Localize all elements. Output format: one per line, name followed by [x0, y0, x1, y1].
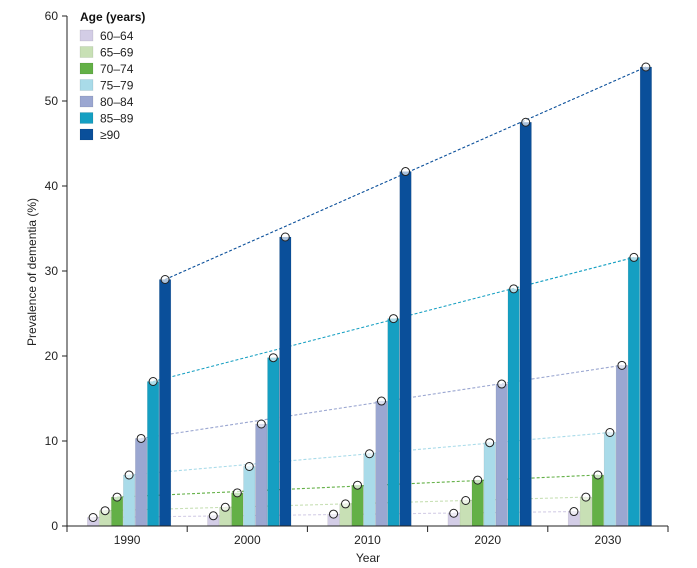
bar-1990-6: [147, 381, 160, 527]
y-tick-label-0: 0: [51, 519, 58, 533]
marker-2010-5: [377, 396, 386, 406]
bar-2020-4: [483, 442, 496, 527]
bar-2010-5: [375, 400, 388, 527]
legend-swatch-5: [79, 95, 94, 108]
legend-label-7: ≥90: [100, 128, 120, 142]
y-tick-label-40: 40: [45, 179, 59, 193]
bar-2030-5: [615, 365, 628, 527]
bar-2000-6: [267, 357, 280, 527]
legend-swatch-3: [79, 62, 94, 75]
trend-line-5: [141, 364, 622, 439]
marker-1990-2: [100, 506, 110, 516]
bar-2030-3: [591, 474, 604, 527]
marker-1990-3: [112, 492, 122, 502]
bar-2020-7: [519, 122, 532, 527]
legend-label-2: 65–69: [100, 46, 134, 60]
marker-2000-7: [280, 232, 290, 242]
bar-2010-6: [387, 318, 400, 527]
marker-2020-7: [521, 117, 531, 127]
bar-1990-5: [135, 438, 148, 527]
marker-2000-5: [256, 419, 266, 429]
bar-2000-3: [231, 492, 244, 527]
x-tick-label-2010: 2010: [354, 533, 381, 547]
marker-2010-7: [401, 167, 410, 177]
legend-swatch-1: [79, 29, 94, 42]
y-axis-title: Prevalence of dementia (%): [25, 198, 39, 346]
marker-2010-1: [329, 509, 338, 519]
marker-2020-5: [497, 379, 507, 389]
bar-2020-3: [471, 479, 484, 527]
legend-swatch-6: [79, 112, 94, 124]
marker-2000-2: [220, 502, 230, 512]
marker-2020-2: [461, 496, 471, 505]
x-tick-label-2030: 2030: [595, 533, 622, 547]
trend-line-6: [152, 256, 635, 383]
marker-1990-5: [136, 433, 146, 443]
legend-label-4: 75–79: [100, 79, 134, 93]
bar-2010-7: [399, 171, 412, 527]
marker-2030-3: [593, 470, 603, 480]
x-tick-label-2020: 2020: [474, 533, 501, 547]
marker-2020-3: [473, 475, 483, 485]
bar-2000-4: [243, 466, 256, 527]
bar-2010-3: [351, 484, 364, 527]
legend-swatch-7: [79, 128, 94, 141]
marker-2030-2: [581, 492, 591, 502]
y-tick-label-20: 20: [45, 349, 59, 363]
marker-1990-4: [124, 470, 134, 480]
marker-2030-6: [629, 252, 639, 262]
y-tick-label-30: 30: [45, 264, 59, 278]
bar-2020-6: [507, 288, 520, 527]
bar-2030-4: [603, 432, 616, 527]
legend: Age (years) 60–64 65–69 70–74 75–79 80–84 85–…: [79, 10, 145, 142]
marker-2000-4: [244, 462, 254, 471]
marker-2020-6: [509, 284, 519, 294]
legend-label-6: 85–89: [100, 112, 134, 126]
marker-2010-3: [353, 480, 362, 490]
legend-swatch-4: [79, 79, 94, 91]
value-markers: [88, 62, 651, 522]
bars: [87, 66, 652, 527]
marker-2000-1: [208, 511, 218, 521]
x-tick-label-2000: 2000: [234, 533, 261, 547]
marker-2030-7: [641, 62, 651, 72]
marker-1990-1: [88, 513, 98, 522]
bar-2020-5: [495, 383, 508, 527]
marker-2000-6: [268, 353, 278, 363]
y-tick-label-50: 50: [45, 94, 59, 108]
bar-1990-7: [159, 279, 172, 527]
marker-2030-5: [617, 360, 627, 370]
y-tick-label-60: 60: [45, 9, 59, 23]
legend-label-1: 60–64: [100, 29, 134, 43]
marker-2020-1: [449, 508, 459, 518]
legend-title: Age (years): [80, 10, 145, 24]
bar-1990-4: [123, 474, 136, 527]
legend-swatch-2: [79, 46, 94, 58]
bar-2030-6: [627, 257, 640, 527]
bar-2030-7: [639, 66, 652, 527]
legend-label-3: 70–74: [100, 62, 134, 76]
marker-2010-2: [341, 499, 350, 509]
legend-label-5: 80–84: [100, 95, 134, 109]
bar-2010-4: [363, 453, 376, 527]
marker-1990-6: [148, 377, 158, 386]
bar-2000-5: [255, 423, 268, 527]
marker-2020-4: [485, 438, 495, 448]
x-axis-title: Year: [356, 551, 380, 565]
y-tick-label-10: 10: [45, 434, 59, 448]
marker-2030-1: [569, 507, 579, 517]
marker-2000-3: [232, 488, 242, 498]
marker-2010-4: [365, 449, 374, 459]
marker-2010-6: [389, 314, 398, 324]
marker-2030-4: [605, 428, 615, 437]
bar-2000-7: [279, 236, 292, 527]
marker-1990-7: [160, 275, 170, 284]
x-tick-label-1990: 1990: [114, 533, 141, 547]
